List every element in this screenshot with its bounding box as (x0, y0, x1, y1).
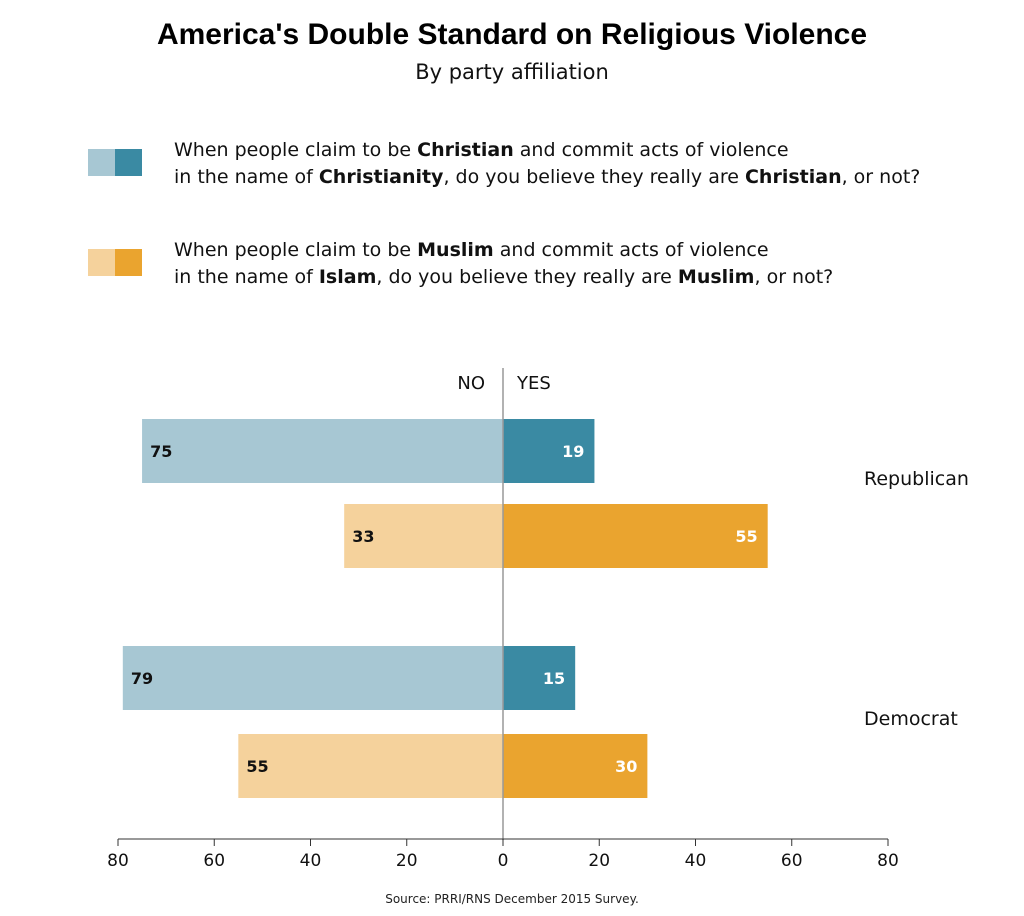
bar-label-no-republican-muslim: 33 (352, 527, 374, 546)
legend-text-run: , do you believe they really are (443, 166, 745, 188)
bar-yes-democrat-christian (503, 646, 576, 710)
x-tick-label: 60 (781, 851, 803, 871)
legend-emphasis: Muslim (677, 266, 755, 288)
legend-text-christian: When people claim to be Christian and co… (174, 137, 920, 191)
bar-no-republican-muslim (344, 504, 503, 568)
bar-no-democrat-muslim (238, 734, 503, 798)
source-note: Source: PRRI/RNS December 2015 Survey. (385, 892, 639, 906)
legend-text-run: When people claim to be (174, 239, 418, 261)
legend-swatch-no (88, 149, 115, 176)
bar-yes-democrat-muslim (503, 734, 648, 798)
legend-text-run: and commit acts of violence (493, 239, 769, 261)
legend-swatch-yes (115, 249, 142, 276)
legend-text-run: , or not? (841, 166, 921, 188)
legend-line-1: When people claim to be Muslim and commi… (174, 237, 833, 264)
bar-yes-republican-christian (503, 419, 595, 483)
bar-label-yes-republican-christian: 19 (562, 442, 584, 461)
x-tick-label: 40 (300, 851, 322, 871)
bar-label-no-republican-christian: 75 (150, 442, 172, 461)
legend-text-run: in the name of (174, 166, 319, 188)
legend-emphasis: Christian (744, 166, 842, 188)
bar-no-republican-christian (142, 419, 503, 483)
bar-label-no-democrat-christian: 79 (131, 669, 153, 688)
legend-text-run: and commit acts of violence (513, 139, 789, 161)
bar-label-yes-republican-muslim: 55 (735, 527, 757, 546)
chart-subtitle: By party affiliation (415, 60, 609, 84)
legend-emphasis: Islam (318, 266, 377, 288)
bar-no-democrat-christian (122, 646, 503, 710)
bar-yes-republican-muslim (503, 504, 768, 568)
legend-line-1: When people claim to be Christian and co… (174, 137, 920, 164)
group-label-democrat: Democrat (864, 708, 958, 730)
legend-text-run: When people claim to be (174, 139, 418, 161)
legend-emphasis: Christian (417, 139, 514, 161)
legend-swatch-muslim (88, 249, 142, 276)
legend-emphasis: Christianity (318, 166, 444, 188)
legend-line-2: in the name of Christianity, do you beli… (174, 164, 920, 191)
legend-emphasis: Muslim (417, 239, 494, 261)
x-tick-label: 20 (396, 851, 418, 871)
x-tick-label: 80 (107, 851, 129, 871)
legend-swatch-no (88, 249, 115, 276)
legend-swatch-christian (88, 149, 142, 176)
legend-text-run: , do you believe they really are (376, 266, 678, 288)
legend-text-muslim: When people claim to be Muslim and commi… (174, 237, 833, 291)
x-tick-label: 20 (588, 851, 610, 871)
bar-label-yes-democrat-muslim: 30 (615, 757, 637, 776)
side-label-no: NO (457, 373, 485, 394)
bar-label-no-democrat-muslim: 55 (246, 757, 268, 776)
x-tick-label: 40 (685, 851, 707, 871)
x-tick-label: 0 (498, 851, 509, 871)
legend-text-run: , or not? (754, 266, 834, 288)
legend-swatch-yes (115, 149, 142, 176)
side-label-yes: YES (516, 373, 551, 394)
x-tick-label: 60 (203, 851, 225, 871)
group-label-republican: Republican (864, 468, 969, 490)
chart-title: America's Double Standard on Religious V… (156, 18, 868, 51)
legend-line-2: in the name of Islam, do you believe the… (174, 264, 833, 291)
legend-text-run: in the name of (174, 266, 319, 288)
x-tick-label: 80 (877, 851, 899, 871)
bar-label-yes-democrat-christian: 15 (543, 669, 565, 688)
